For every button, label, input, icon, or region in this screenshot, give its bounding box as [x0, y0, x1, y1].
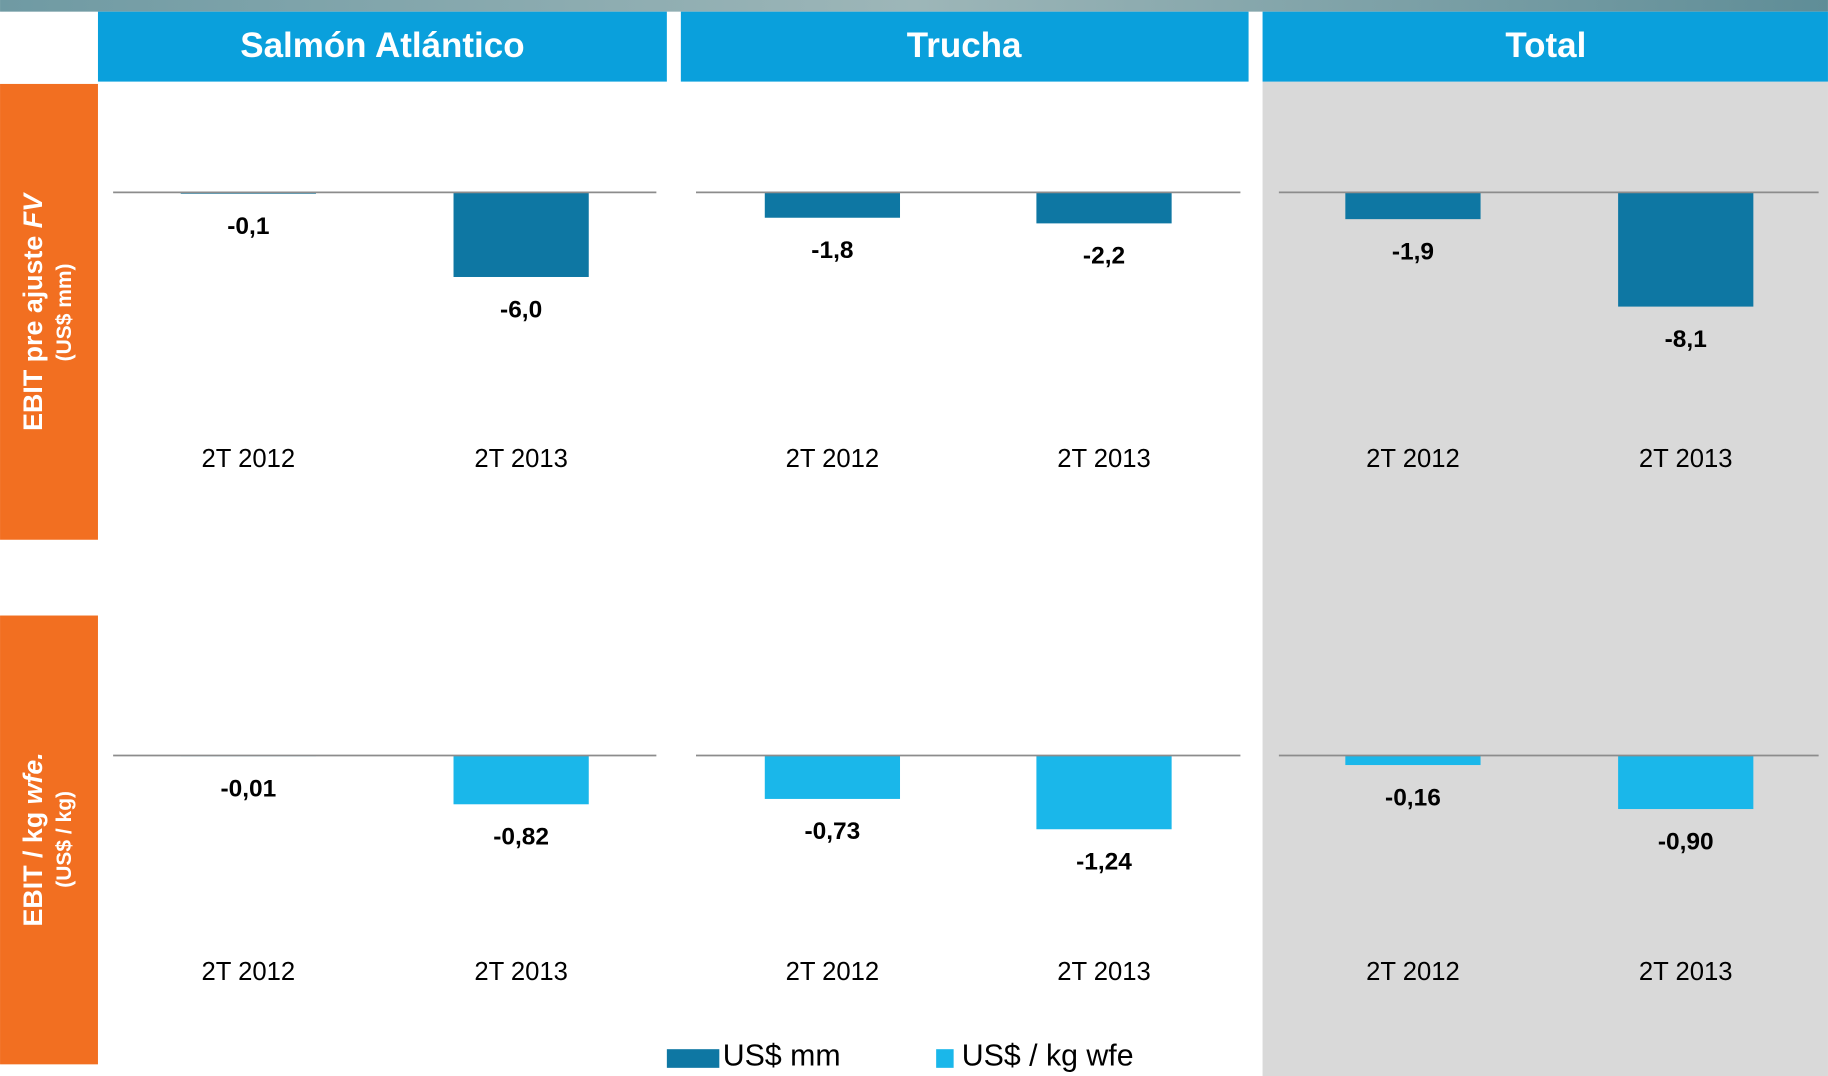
data-label: -1,8 [811, 237, 853, 264]
row-unit: (US$ / kg) [53, 791, 76, 888]
x-tick-label: 2T 2013 [474, 958, 568, 986]
data-label: -0,82 [493, 824, 549, 851]
data-label: -0,73 [805, 818, 861, 845]
legend-swatch [936, 1049, 953, 1068]
row-title-part: wfe. [18, 752, 48, 804]
bar [765, 756, 900, 799]
legend-label: US$ mm [723, 1039, 841, 1072]
x-tick-label: 2T 2012 [786, 958, 880, 986]
data-label: -0,01 [220, 775, 276, 802]
bar [1036, 192, 1171, 223]
row-unit: (US$ mm) [53, 263, 76, 361]
bar [1618, 756, 1753, 810]
row-title: EBIT / kg wfe. [18, 752, 48, 926]
data-label: -0,90 [1658, 828, 1714, 855]
bar [1345, 756, 1480, 766]
data-label: -6,0 [500, 296, 542, 323]
data-label: -0,16 [1385, 784, 1441, 811]
column-title: Salmón Atlántico [240, 26, 524, 65]
row-title-part: FV [18, 192, 48, 228]
x-tick-label: 2T 2013 [1057, 958, 1151, 986]
x-tick-label: 2T 2013 [474, 445, 568, 473]
data-label: -1,9 [1392, 238, 1434, 265]
x-tick-label: 2T 2012 [1366, 445, 1460, 473]
x-tick-label: 2T 2012 [786, 445, 880, 473]
data-label: -1,24 [1076, 849, 1132, 876]
row-title-part: EBIT / kg [18, 804, 48, 926]
x-tick-label: 2T 2013 [1057, 445, 1151, 473]
bar [765, 192, 900, 217]
row-title: EBIT pre ajuste FV [18, 192, 48, 431]
row-header [0, 616, 98, 1065]
bar [454, 192, 589, 277]
x-tick-label: 2T 2013 [1639, 958, 1733, 986]
top-strip [0, 0, 1828, 12]
row-title-part: EBIT pre ajuste [18, 228, 48, 431]
data-label: -0,1 [227, 213, 269, 240]
bar [1618, 192, 1753, 306]
bar [1345, 192, 1480, 219]
x-tick-label: 2T 2013 [1639, 445, 1733, 473]
x-tick-label: 2T 2012 [202, 958, 296, 986]
legend-swatch [667, 1049, 719, 1068]
column-title: Total [1505, 26, 1586, 65]
x-tick-label: 2T 2012 [202, 445, 296, 473]
bar [1036, 756, 1171, 830]
bar [454, 756, 589, 805]
data-label: -8,1 [1665, 326, 1707, 353]
row-header [0, 84, 98, 540]
page: Salmón Atlántico Trucha Total EBIT pre a… [0, 0, 1828, 1076]
x-tick-label: 2T 2012 [1366, 958, 1460, 986]
column-title: Trucha [907, 26, 1022, 65]
data-label: -2,2 [1083, 243, 1125, 270]
legend-label: US$ / kg wfe [962, 1039, 1134, 1072]
